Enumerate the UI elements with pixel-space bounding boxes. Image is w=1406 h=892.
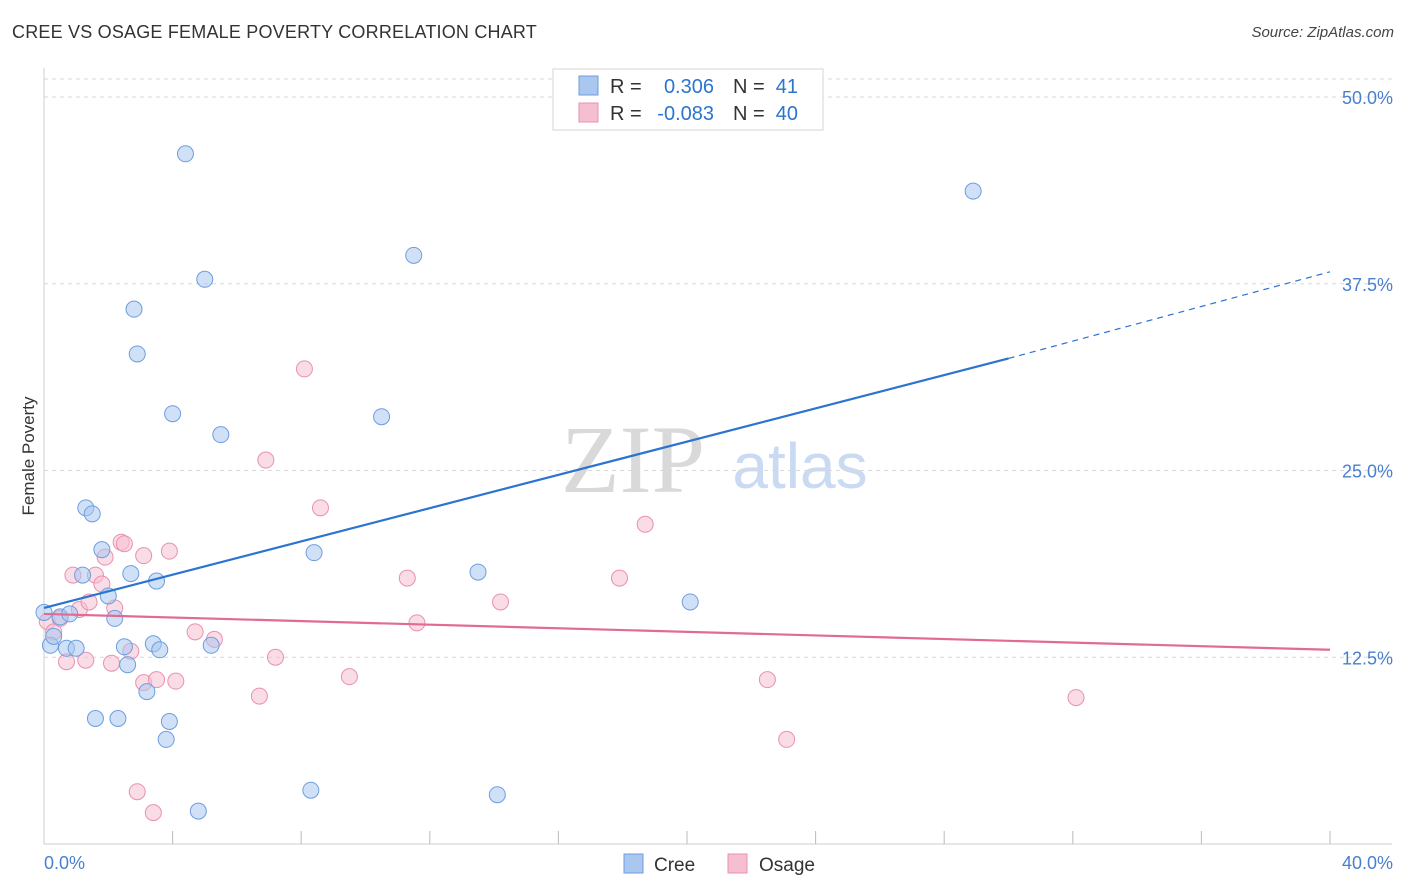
cree-point-24 (157, 730, 175, 748)
y-axis-label: Female Poverty (19, 396, 38, 516)
cree-point-34 (373, 408, 391, 426)
cree-point-19 (128, 345, 146, 363)
cree-point-23 (151, 641, 169, 659)
cree-point-28 (189, 802, 207, 820)
osage-point-33 (492, 593, 510, 611)
cree-point-37 (488, 786, 506, 804)
cree-point-39 (964, 182, 982, 200)
cree-point-0 (35, 603, 53, 621)
cree-point-36 (469, 563, 487, 581)
cree-trend-line (43, 357, 1009, 610)
watermark-atlas: atlas (732, 430, 867, 502)
legend-swatch-osage (578, 102, 599, 123)
legend-box: R = 0.306 N = 41 R = -0.083 N = 40 (552, 68, 824, 131)
osage-point-30 (340, 668, 358, 686)
legend-n-value-osage: 40 (776, 103, 798, 125)
cree-point-6 (67, 639, 85, 657)
cree-point-7 (74, 566, 92, 584)
y-tick-label-1: 25.0% (1342, 462, 1393, 482)
bottom-legend: Cree Osage (623, 853, 815, 876)
cree-point-17 (122, 565, 140, 583)
osage-point-16 (128, 783, 146, 801)
cree-point-38 (681, 593, 699, 611)
osage-point-23 (186, 623, 204, 641)
cree-point-15 (115, 638, 133, 656)
chart-title: CREE VS OSAGE FEMALE POVERTY CORRELATION… (12, 22, 537, 42)
bottom-legend-swatch-osage (727, 853, 748, 874)
osage-point-22 (167, 672, 185, 690)
osage-point-28 (295, 360, 313, 378)
cree-point-11 (93, 541, 111, 559)
x-tick-label-max: 40.0% (1342, 853, 1393, 873)
bottom-legend-osage: Osage (759, 855, 815, 876)
y-tick-label-3: 50.0% (1342, 88, 1393, 108)
legend-r-label-osage: R = (610, 103, 642, 125)
legend-swatch-cree (578, 75, 599, 96)
legend-r-value-cree: 0.306 (664, 76, 714, 98)
osage-point-27 (266, 648, 284, 666)
osage-point-36 (758, 671, 776, 689)
cree-point-26 (164, 405, 182, 423)
cree-point-13 (106, 609, 124, 627)
cree-point-32 (302, 781, 320, 799)
legend-n-label-osage: N = (733, 103, 765, 125)
cree-point-20 (138, 683, 156, 701)
osage-point-26 (257, 451, 275, 469)
source-label: Source: ZipAtlas.com (1251, 24, 1394, 41)
osage-point-34 (610, 569, 628, 587)
x-tick-label-min: 0.0% (44, 853, 85, 873)
osage-point-6 (77, 651, 95, 669)
osage-point-19 (144, 804, 162, 822)
cree-trend-extension (1008, 271, 1331, 360)
osage-point-14 (115, 535, 133, 553)
gridlines (44, 78, 1392, 658)
osage-point-37 (778, 730, 796, 748)
osage-point-18 (135, 547, 153, 565)
osage-point-29 (311, 499, 329, 517)
legend-r-value-osage: -0.083 (657, 103, 714, 125)
bottom-legend-cree: Cree (654, 855, 695, 876)
y-tick-labels: 12.5% 25.0% 37.5% 50.0% (1342, 88, 1393, 668)
legend-n-label-cree: N = (733, 76, 765, 98)
y-tick-label-2: 37.5% (1342, 275, 1393, 295)
y-tick-label-0: 12.5% (1342, 648, 1393, 668)
cree-point-30 (202, 636, 220, 654)
legend-r-label-cree: R = (610, 76, 642, 98)
cree-point-33 (305, 544, 323, 562)
cree-points (35, 145, 982, 820)
cree-point-25 (160, 712, 178, 730)
cree-point-18 (125, 300, 143, 318)
cree-point-27 (176, 145, 194, 163)
osage-trend-line (43, 612, 1331, 651)
x-tick-labels: 0.0% 40.0% (44, 853, 1393, 873)
osage-point-31 (398, 569, 416, 587)
osage-point-25 (250, 687, 268, 705)
cree-point-35 (405, 246, 423, 264)
osage-point-38 (1067, 689, 1085, 707)
cree-point-16 (119, 656, 137, 674)
watermark-zip: ZIP (561, 406, 705, 513)
osage-point-11 (103, 654, 121, 672)
osage-point-21 (160, 542, 178, 560)
axes (43, 68, 1392, 845)
cree-point-10 (86, 710, 104, 728)
cree-point-29 (196, 270, 214, 288)
bottom-legend-swatch-cree (623, 853, 644, 874)
cree-point-14 (109, 710, 127, 728)
osage-point-32 (408, 614, 426, 632)
osage-point-35 (636, 515, 654, 533)
osage-point-20 (148, 671, 166, 689)
cree-point-9 (83, 505, 101, 523)
trend-lines (43, 271, 1331, 651)
cree-point-2 (45, 627, 63, 645)
legend-n-value-cree: 41 (776, 76, 798, 98)
cree-point-31 (212, 426, 230, 444)
